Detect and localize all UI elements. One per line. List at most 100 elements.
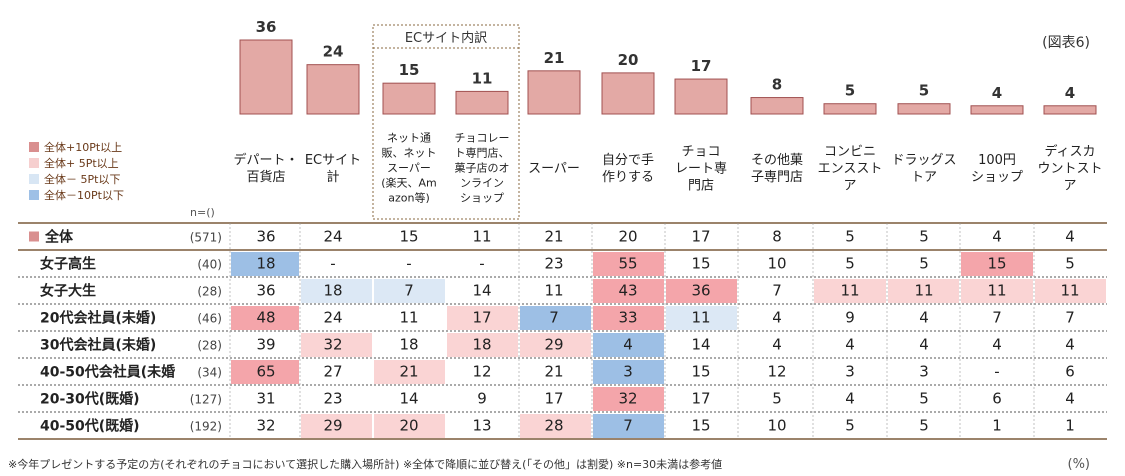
table-cell: 21: [544, 228, 563, 246]
table-cell: 7: [623, 417, 633, 435]
table-cell: 21: [399, 363, 418, 381]
table-cell: 7: [404, 282, 414, 300]
table-cell: 4: [992, 336, 1002, 354]
table-cell: 55: [618, 255, 637, 273]
bar-value-label: 4: [1065, 84, 1075, 102]
table-cell: 32: [618, 390, 637, 408]
table-cell: 43: [618, 282, 637, 300]
table-cell: 13: [472, 417, 491, 435]
category-label: デパート・百貨店: [233, 152, 298, 185]
category-label: コンビニエンスストア: [818, 144, 883, 193]
table-cell: 24: [323, 228, 342, 246]
table-cell: 23: [323, 390, 342, 408]
row-n: (46): [197, 312, 222, 326]
n-header: n=(): [190, 206, 215, 219]
bar-value-label: 36: [256, 18, 277, 36]
category-label: チョコレート専門店、菓子店のオンラインショップ: [455, 132, 510, 205]
ec-group-box: [372, 24, 520, 220]
table-cell: -: [330, 255, 335, 273]
row-label: 女子高生: [40, 256, 96, 273]
table-cell: 4: [919, 336, 929, 354]
table-cell: 65: [256, 363, 275, 381]
table-cell: 12: [472, 363, 491, 381]
bar: [823, 103, 877, 115]
highlight-cell: [666, 306, 737, 330]
table-cell: -: [994, 363, 999, 381]
table-cell: 5: [919, 255, 929, 273]
table-cell: 33: [618, 309, 637, 327]
table-cell: 4: [845, 336, 855, 354]
table-cell: -: [406, 255, 411, 273]
table-cell: 31: [256, 390, 275, 408]
highlight-cell: [1035, 279, 1106, 303]
legend-swatch: [29, 142, 39, 152]
row-label: 40-50代会社員(未婚: [40, 364, 175, 381]
table-cell: 4: [1065, 228, 1075, 246]
table-cell: 4: [772, 309, 782, 327]
legend-swatch: [29, 174, 39, 184]
table-cell: 8: [772, 228, 782, 246]
table-cell: 5: [1065, 255, 1075, 273]
table-cell: 7: [992, 309, 1002, 327]
table-cell: 32: [256, 417, 275, 435]
table-cell: 17: [472, 309, 491, 327]
table-cell: 11: [914, 282, 933, 300]
bar-value-label: 4: [992, 84, 1002, 102]
table-cell: 4: [1065, 390, 1075, 408]
table-cell: 4: [772, 336, 782, 354]
table-cell: 28: [544, 417, 563, 435]
figure-label: (図表6): [1042, 35, 1090, 51]
table-cell: 3: [623, 363, 633, 381]
table-cell: 15: [691, 255, 710, 273]
table-cell: 5: [845, 417, 855, 435]
highlight-cell: [666, 279, 737, 303]
table-cell: 17: [544, 390, 563, 408]
highlight-cell: [593, 360, 664, 384]
table-cell: 36: [691, 282, 710, 300]
bar: [970, 105, 1024, 115]
bar-value-label: 15: [399, 61, 420, 79]
table-cell: 1: [992, 417, 1002, 435]
highlight-cell: [520, 414, 591, 438]
row-n: (40): [197, 258, 222, 272]
table-cell: 7: [549, 309, 559, 327]
row-n: (28): [197, 285, 222, 299]
row-n: (28): [197, 339, 222, 353]
highlight-cell: [593, 387, 664, 411]
category-label: スーパー: [528, 161, 580, 176]
highlight-cell: [593, 279, 664, 303]
bar: [1043, 105, 1097, 115]
table-cell: 5: [919, 228, 929, 246]
table-cell: 15: [691, 363, 710, 381]
table-cell: 23: [544, 255, 563, 273]
footnote: ※今年プレゼントする予定の方(それぞれのチョコにおいて選択した購入場所計) ※全…: [8, 457, 722, 471]
bar: [897, 103, 951, 115]
highlight-cell: [374, 414, 445, 438]
table-cell: 18: [256, 255, 275, 273]
table-cell: 18: [399, 336, 418, 354]
highlight-cell: [301, 279, 372, 303]
table-cell: 36: [256, 282, 275, 300]
table-cell: 9: [845, 309, 855, 327]
highlight-cell: [301, 414, 372, 438]
table-cell: 18: [472, 336, 491, 354]
table-cell: 20: [618, 228, 637, 246]
bar-value-label: 21: [544, 49, 565, 67]
highlight-cell: [593, 252, 664, 276]
bar-value-label: 20: [618, 51, 639, 69]
bars: 36 24 15 11 21 20 17 8 5 5 4 4: [239, 18, 1097, 115]
table-cell: 29: [544, 336, 563, 354]
bar-value-label: 11: [472, 69, 493, 87]
bar: [306, 64, 360, 115]
highlight-cell: [520, 306, 591, 330]
unit-label: (%): [1068, 457, 1091, 472]
bar-value-label: 24: [323, 43, 344, 61]
highlight-cell: [961, 279, 1033, 303]
highlight-cell: [301, 333, 372, 357]
legend-label: 全体－ 5Pt以下: [44, 172, 120, 186]
table-cell: 5: [919, 417, 929, 435]
category-label: その他菓子専門店: [751, 153, 803, 185]
table-cell: 7: [772, 282, 782, 300]
